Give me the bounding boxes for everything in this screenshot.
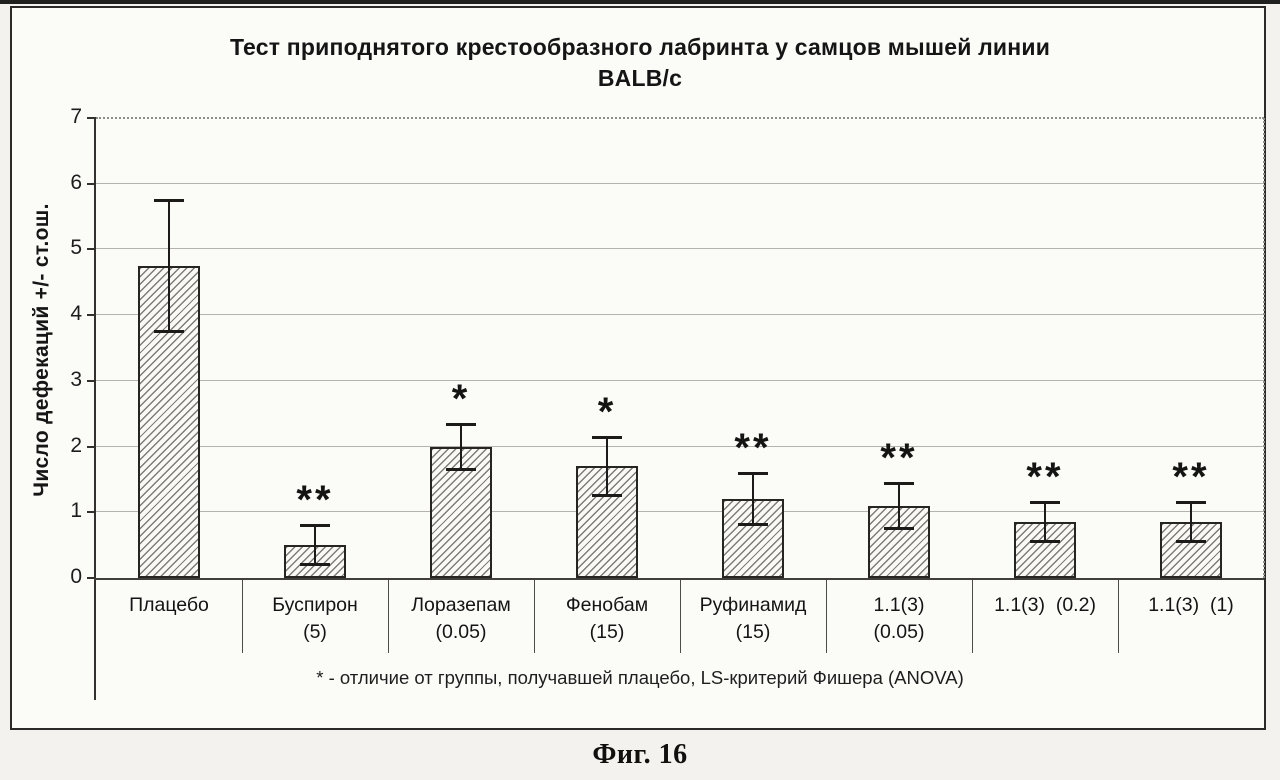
y-tick-mark <box>87 314 96 317</box>
error-bar-cap-top <box>154 199 184 203</box>
y-tick-mark <box>87 379 96 382</box>
error-bar-cap-bottom <box>446 467 476 471</box>
category-separator <box>826 580 827 653</box>
x-category-label-line: (0.05) <box>873 621 925 643</box>
error-bar-cap-top <box>300 524 330 528</box>
x-category-label-line: 1.1(3) <box>873 594 925 616</box>
y-tick-mark <box>87 248 96 251</box>
gridline <box>96 182 1264 184</box>
y-axis-line <box>94 118 96 700</box>
y-tick-mark <box>87 445 96 448</box>
y-tick-label: 6 <box>70 170 82 194</box>
x-category-label-line: Плацебо <box>129 594 209 616</box>
chart-title-line2: BALB/c <box>597 65 683 91</box>
x-category-label: Плацебо <box>96 592 242 619</box>
error-bar-cap-bottom <box>592 493 622 497</box>
category-separator <box>388 580 389 653</box>
y-tick-mark <box>87 117 96 119</box>
x-category-label: Буспирон (5) <box>242 592 388 646</box>
error-bar-line <box>606 436 608 496</box>
error-bar-cap-bottom <box>300 562 330 566</box>
error-bar-line <box>1044 502 1046 542</box>
x-category-label-line: (15) <box>735 621 771 643</box>
significance-footnote: * - отличие от группы, получавшей плацеб… <box>316 667 964 688</box>
x-category-label: Лоразепам (0.05) <box>388 592 534 646</box>
category-separator <box>680 580 681 653</box>
x-category-label-line: 1.1(3) (0.2) <box>994 594 1096 616</box>
error-bar-cap-bottom <box>1030 539 1060 543</box>
gridline <box>96 248 1264 250</box>
error-bar-cap-bottom <box>1176 539 1206 543</box>
error-bar-line <box>460 423 462 470</box>
x-category-label: 1.1(3) (0.05) <box>826 592 972 646</box>
category-separator <box>242 580 243 653</box>
error-bar-cap-top <box>884 481 914 485</box>
significance-marker: ** <box>296 478 334 523</box>
error-bar-cap-top <box>1030 501 1060 505</box>
error-bar-line <box>314 525 316 565</box>
error-bar-line <box>898 482 900 529</box>
error-bar-line <box>168 200 170 332</box>
y-tick-label: 3 <box>70 367 82 391</box>
figure-caption: Фиг. 16 <box>592 739 688 770</box>
y-tick-label: 5 <box>70 236 82 260</box>
x-category-label-line: (0.05) <box>435 621 487 643</box>
gridline <box>96 314 1264 316</box>
error-bar-cap-top <box>446 422 476 426</box>
x-category-label-line: (15) <box>589 621 625 643</box>
y-tick-label: 4 <box>70 302 82 326</box>
y-tick-label: 1 <box>70 499 82 523</box>
y-tick-label: 7 <box>70 105 82 128</box>
x-category-label-line: Лоразепам <box>411 594 511 616</box>
significance-marker: ** <box>880 435 918 480</box>
error-bar-line <box>752 472 754 526</box>
x-category-label-line: (5) <box>303 621 327 643</box>
category-separator <box>1118 580 1119 653</box>
category-separator <box>972 580 973 653</box>
error-bar-cap-top <box>592 435 622 439</box>
gridline <box>96 445 1264 447</box>
category-separator <box>534 580 535 653</box>
y-tick-mark <box>87 577 96 579</box>
gridline <box>96 379 1264 381</box>
plot-right-border <box>1263 118 1265 578</box>
bar <box>868 505 930 578</box>
significance-marker: ** <box>1026 455 1064 500</box>
gridline <box>96 511 1264 513</box>
scan-edge-artifact <box>0 0 1280 4</box>
x-category-label: 1.1(3) (1) <box>1118 592 1264 619</box>
x-category-label-line: Руфинамид <box>699 594 807 616</box>
x-category-label: Фенобам (15) <box>534 592 680 646</box>
y-tick-label: 2 <box>70 433 82 457</box>
y-tick-mark <box>87 511 96 514</box>
significance-marker: ** <box>734 425 772 470</box>
x-category-label: Руфинамид (15) <box>680 592 826 646</box>
bar <box>1014 522 1076 578</box>
figure-frame <box>10 6 1266 730</box>
x-axis-line <box>94 578 1264 580</box>
significance-marker: ** <box>1172 455 1210 500</box>
x-category-label-line: 1.1(3) (1) <box>1148 594 1234 616</box>
gridline <box>96 117 1264 119</box>
significance-marker: * <box>451 376 471 421</box>
y-tick-mark <box>87 182 96 185</box>
error-bar-line <box>1190 502 1192 542</box>
error-bar-cap-top <box>738 471 768 475</box>
x-category-label-line: Буспирон <box>272 594 358 616</box>
x-category-label-line: Фенобам <box>565 594 649 616</box>
chart-title: Тест приподнятого крестообразного лабрин… <box>0 32 1280 94</box>
chart-title-line1: Тест приподнятого крестообразного лабрин… <box>229 34 1051 60</box>
x-category-label: 1.1(3) (0.2) <box>972 592 1118 619</box>
error-bar-cap-top <box>1176 501 1206 505</box>
error-bar-cap-bottom <box>738 523 768 527</box>
error-bar-cap-bottom <box>154 329 184 333</box>
significance-marker: * <box>597 389 617 434</box>
y-tick-label: 0 <box>70 565 82 588</box>
error-bar-cap-bottom <box>884 526 914 530</box>
